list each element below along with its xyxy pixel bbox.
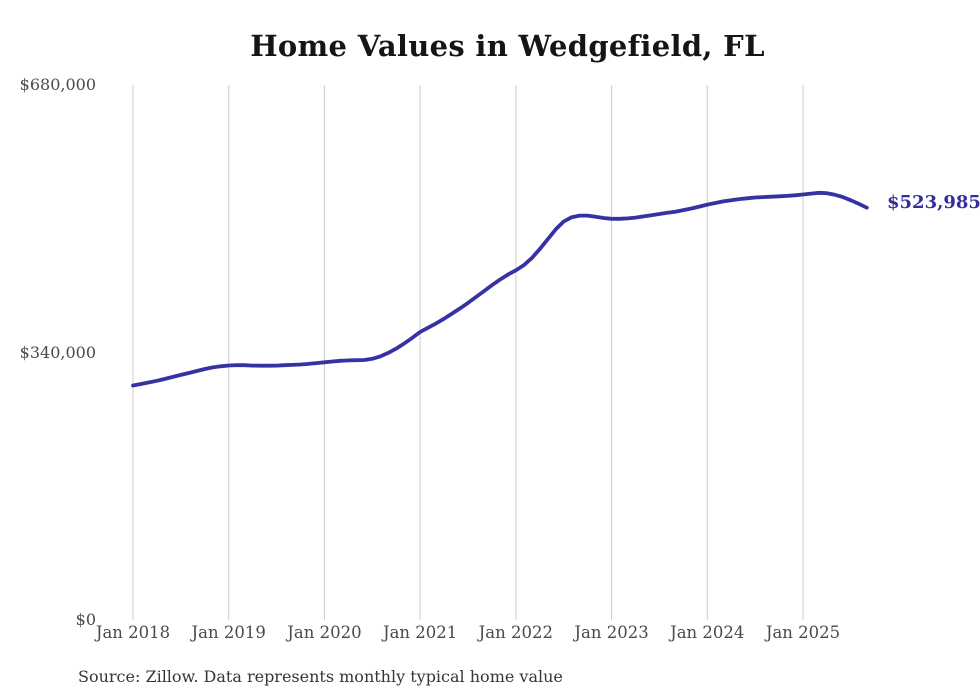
x-tick-label: Jan 2024: [670, 623, 745, 642]
x-tick-label: Jan 2018: [95, 623, 171, 642]
y-tick-label: $0: [75, 610, 96, 629]
source-note: Source: Zillow. Data represents monthly …: [78, 667, 563, 686]
x-tick-label: Jan 2019: [191, 623, 266, 642]
x-tick-label: Jan 2021: [382, 623, 458, 642]
y-tick-label: $340,000: [19, 342, 96, 362]
x-tick-label: Jan 2020: [287, 623, 362, 642]
latest-value-label: $523,985: [887, 191, 980, 213]
y-tick-label: $680,000: [19, 75, 96, 94]
chart-title: Home Values in Wedgefield, FL: [250, 29, 765, 63]
x-tick-label: Jan 2023: [574, 623, 649, 642]
home-value-line: [131, 190, 869, 388]
x-tick-label: Jan 2025: [765, 623, 841, 642]
x-tick-label: Jan 2022: [478, 623, 553, 642]
